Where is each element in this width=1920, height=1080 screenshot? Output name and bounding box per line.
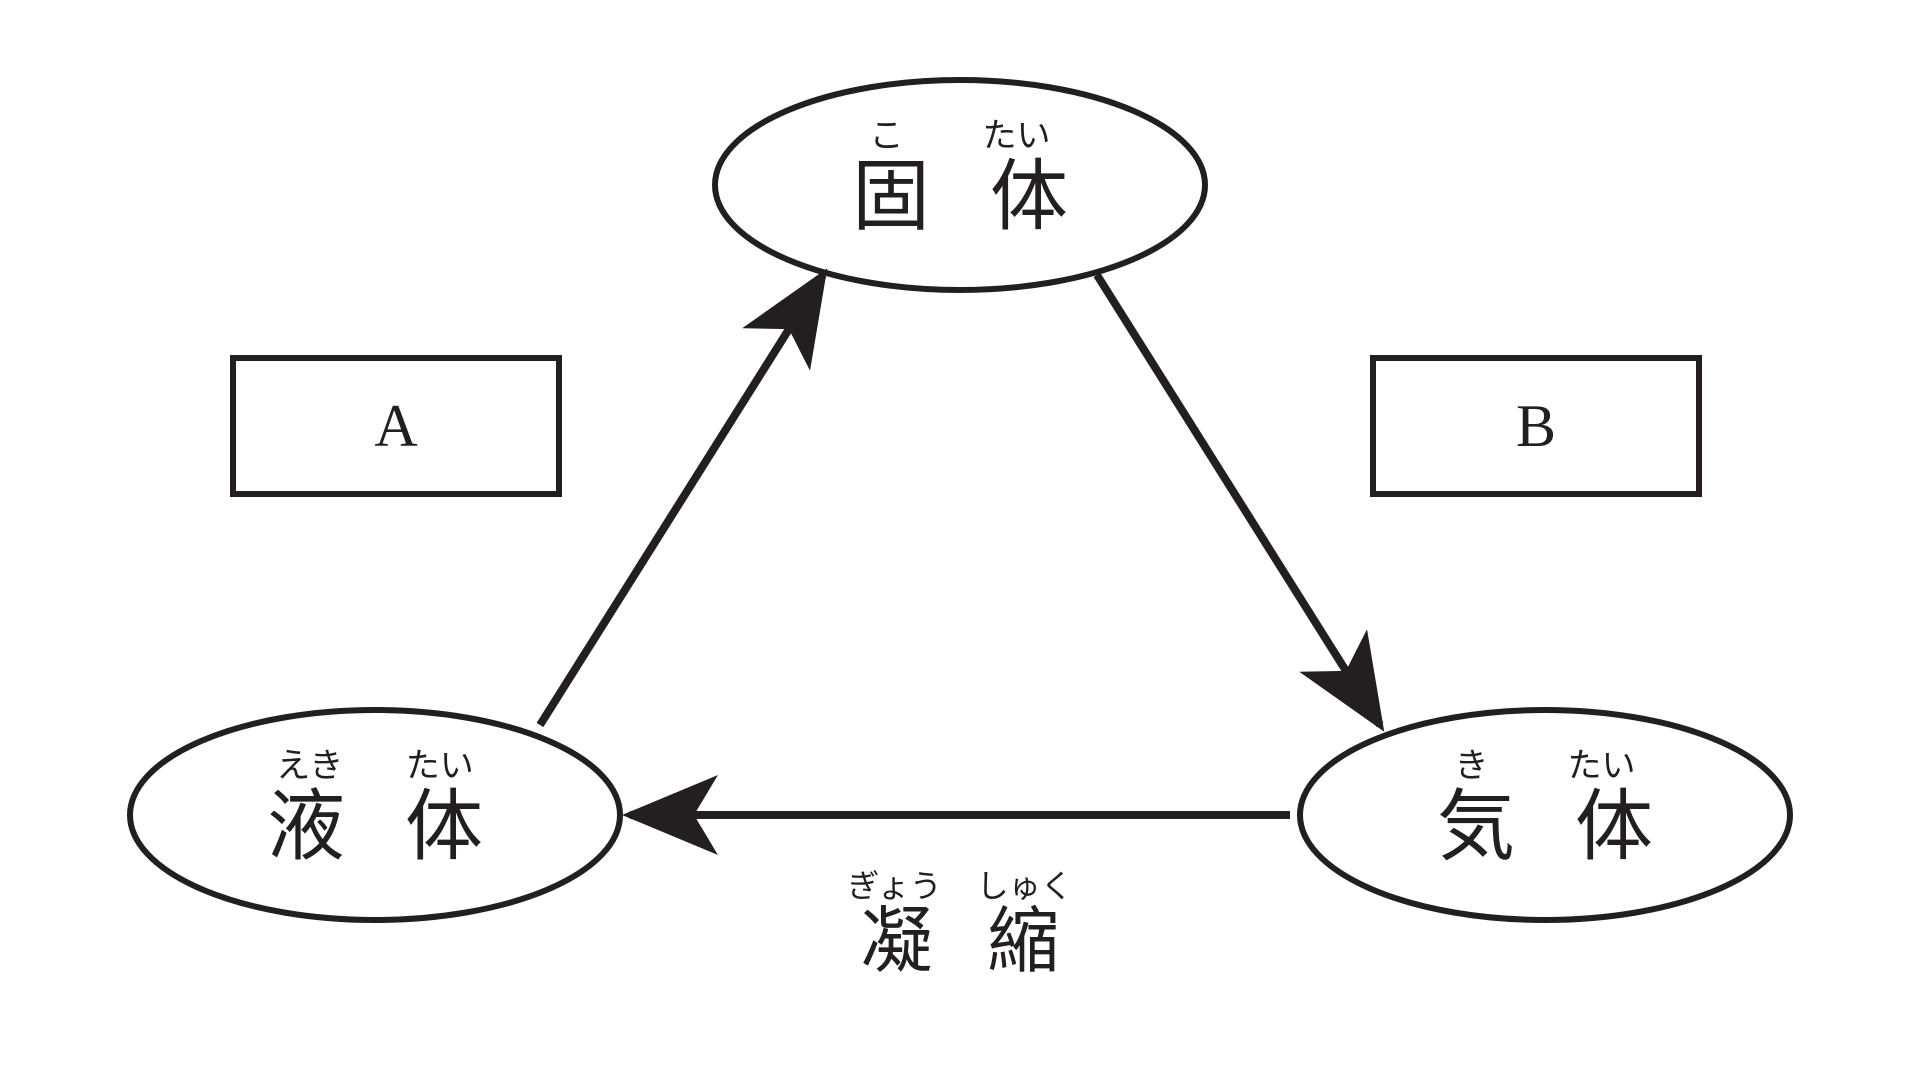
node-solid-char-1: 固 — [852, 158, 990, 236]
label-box-b: B — [1370, 355, 1702, 497]
diagram-stage: こ たい 固 体 えき たい 液 体 き たい 気 体 A B — [0, 0, 1920, 1080]
node-liquid-ruby-1: えき — [276, 750, 343, 784]
node-liquid: えき たい 液 体 — [195, 750, 555, 866]
node-solid-ruby-1: こ — [870, 120, 904, 154]
label-box-b-text: B — [1516, 392, 1556, 461]
node-gas-char-2: 体 — [1575, 788, 1713, 866]
edge-label-condensation: ぎょう しゅく 凝 縮 — [760, 870, 1160, 978]
node-gas-ruby-1: き — [1455, 750, 1489, 784]
edge-label-cond-ruby-2: しゅく — [977, 870, 1073, 902]
node-liquid-char-2: 体 — [405, 788, 543, 866]
node-solid: こ たい 固 体 — [780, 120, 1140, 236]
label-box-a-text: A — [374, 392, 417, 461]
node-liquid-ruby-2: たい — [406, 750, 474, 784]
arrow-solid-to-gas — [1097, 275, 1380, 725]
label-box-a: A — [230, 355, 562, 497]
edge-label-cond-ruby-1: ぎょう — [847, 870, 941, 902]
node-liquid-char-1: 液 — [267, 788, 405, 866]
node-gas: き たい 気 体 — [1365, 750, 1725, 866]
edge-label-cond-char-2: 縮 — [988, 906, 1115, 978]
arrow-liquid-to-solid — [540, 275, 823, 725]
node-gas-char-1: 気 — [1437, 788, 1575, 866]
node-gas-ruby-2: たい — [1568, 750, 1636, 784]
node-solid-ruby-2: たい — [983, 120, 1051, 154]
edge-label-cond-char-1: 凝 — [860, 906, 987, 978]
node-solid-char-2: 体 — [990, 158, 1128, 236]
